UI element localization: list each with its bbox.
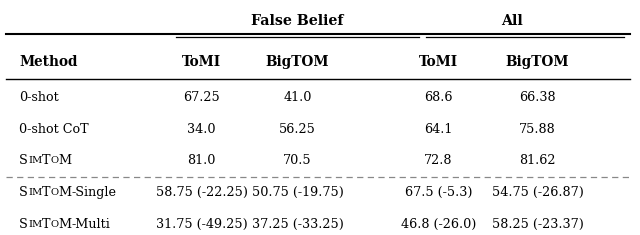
Text: S: S [19, 154, 28, 168]
Text: S: S [19, 218, 28, 231]
Text: 58.75 (-22.25): 58.75 (-22.25) [156, 186, 248, 199]
Text: 56.25: 56.25 [279, 123, 316, 136]
Text: O: O [51, 220, 59, 229]
Text: 37.25 (-33.25): 37.25 (-33.25) [252, 218, 344, 231]
Text: 0-shot: 0-shot [19, 91, 59, 104]
Text: 50.75 (-19.75): 50.75 (-19.75) [252, 186, 344, 199]
Text: ToMI: ToMI [182, 55, 221, 69]
Text: T: T [42, 186, 51, 199]
Text: 70.5: 70.5 [284, 154, 312, 168]
Text: M: M [59, 186, 72, 199]
Text: 68.6: 68.6 [424, 91, 452, 104]
Text: 54.75 (-26.87): 54.75 (-26.87) [492, 186, 584, 199]
Text: 66.38: 66.38 [519, 91, 556, 104]
Text: BigTOM: BigTOM [266, 55, 330, 69]
Text: 34.0: 34.0 [188, 123, 216, 136]
Text: 72.8: 72.8 [424, 154, 452, 168]
Text: BigTOM: BigTOM [506, 55, 570, 69]
Text: All: All [501, 14, 523, 28]
Text: -Multi: -Multi [72, 218, 111, 231]
Text: ToMI: ToMI [419, 55, 458, 69]
Text: T: T [42, 218, 51, 231]
Text: IM: IM [28, 188, 42, 197]
Text: IM: IM [28, 157, 42, 165]
Text: Method: Method [19, 55, 77, 69]
Text: 58.25 (-23.37): 58.25 (-23.37) [492, 218, 584, 231]
Text: 81.62: 81.62 [519, 154, 556, 168]
Text: T: T [42, 154, 51, 168]
Text: M: M [59, 154, 72, 168]
Text: IM: IM [28, 220, 42, 229]
Text: 64.1: 64.1 [424, 123, 452, 136]
Text: O: O [51, 188, 59, 197]
Text: S: S [19, 186, 28, 199]
Text: M: M [59, 218, 72, 231]
Text: 67.5 (-5.3): 67.5 (-5.3) [404, 186, 472, 199]
Text: 75.88: 75.88 [519, 123, 556, 136]
Text: 67.25: 67.25 [183, 91, 220, 104]
Text: 46.8 (-26.0): 46.8 (-26.0) [401, 218, 476, 231]
Text: O: O [51, 157, 59, 165]
Text: 41.0: 41.0 [284, 91, 312, 104]
Text: 81.0: 81.0 [188, 154, 216, 168]
Text: -Single: -Single [72, 186, 117, 199]
Text: 31.75 (-49.25): 31.75 (-49.25) [156, 218, 248, 231]
Text: 0-shot CoT: 0-shot CoT [19, 123, 89, 136]
Text: False Belief: False Belief [252, 14, 344, 28]
